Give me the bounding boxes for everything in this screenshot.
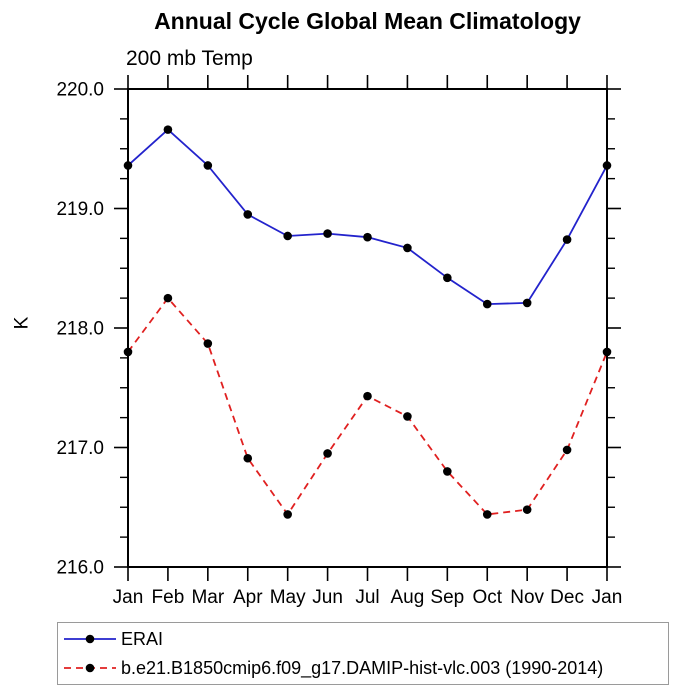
svg-text:216.0: 216.0 [56,558,104,579]
svg-text:Nov: Nov [510,587,544,608]
svg-text:Jun: Jun [312,587,343,608]
svg-text:Jan: Jan [592,587,623,608]
legend-line-sample-solid [64,634,116,644]
svg-text:219.0: 219.0 [56,199,104,220]
svg-text:217.0: 217.0 [56,438,104,459]
legend-item-erai: ERAI [62,625,668,654]
svg-text:Dec: Dec [550,587,584,608]
chart-title: Annual Cycle Global Mean Climatology [154,8,581,34]
svg-text:Sep: Sep [430,587,464,608]
svg-text:Jan: Jan [113,587,144,608]
legend-label: ERAI [121,628,164,649]
chart-subtitle: 200 mb Temp [126,47,253,70]
svg-text:Feb: Feb [152,587,185,608]
svg-text:May: May [270,587,306,608]
svg-text:Oct: Oct [472,587,502,608]
legend-line-sample-dashed [64,663,116,673]
svg-text:218.0: 218.0 [56,319,104,340]
legend-label: b.e21.B1850cmip6.f09_g17.DAMIP-hist-vlc.… [121,657,604,678]
legend-item-model: b.e21.B1850cmip6.f09_g17.DAMIP-hist-vlc.… [62,654,668,683]
legend: ERAI b.e21.B1850cmip6.f09_g17.DAMIP-hist… [57,622,669,685]
svg-text:Aug: Aug [391,587,425,608]
svg-text:Apr: Apr [233,587,263,608]
svg-text:Mar: Mar [191,587,224,608]
svg-text:Jul: Jul [355,587,379,608]
svg-text:220.0: 220.0 [56,80,104,101]
